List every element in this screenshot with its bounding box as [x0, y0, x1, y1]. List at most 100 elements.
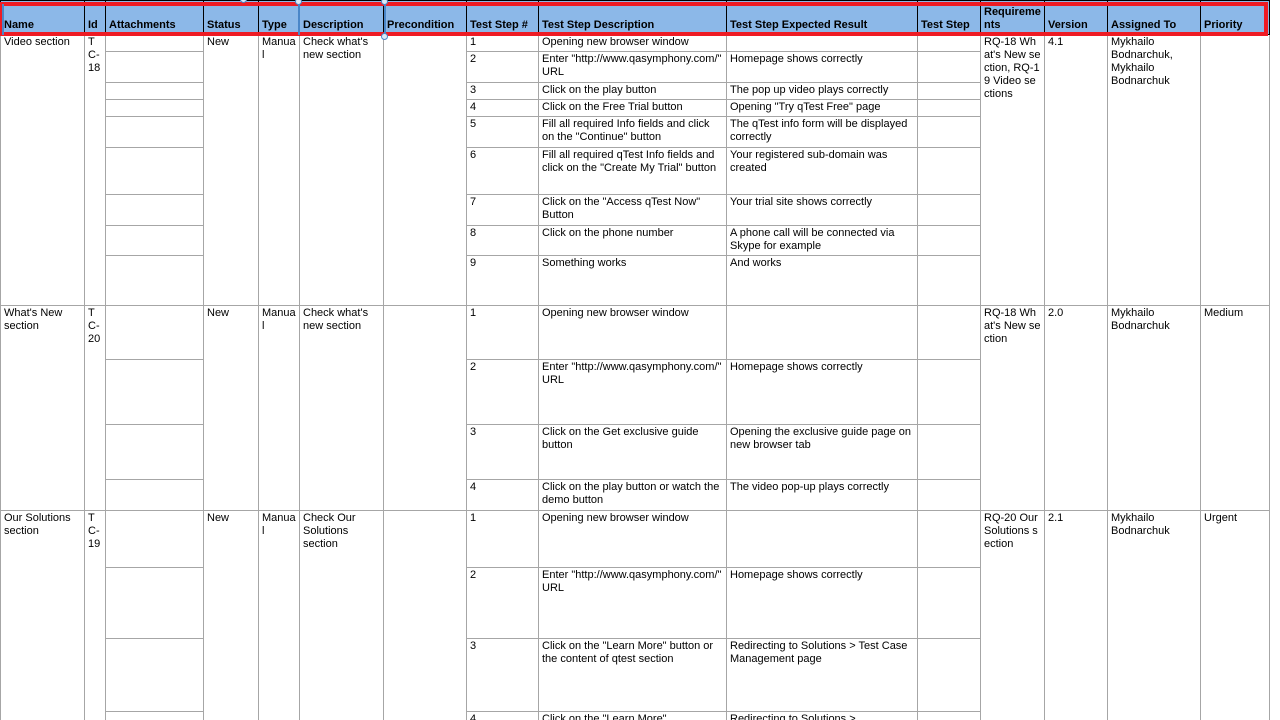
status-cell[interactable]: New — [203, 34, 259, 306]
step-number-cell[interactable]: 4 — [466, 99, 539, 117]
test-step-cell[interactable] — [917, 82, 981, 100]
attachment-cell[interactable] — [105, 116, 204, 148]
test-case-name-cell[interactable]: Our Solutions section — [0, 510, 85, 720]
test-step-cell[interactable] — [917, 194, 981, 226]
test-step-cell[interactable] — [917, 359, 981, 425]
step-description-cell[interactable]: Click on the "Learn More" button or the … — [538, 638, 727, 712]
step-expected-result-cell[interactable]: Your registered sub-domain was created — [726, 147, 918, 195]
test-step-cell[interactable] — [917, 638, 981, 712]
assigned-to-cell[interactable]: Mykhailo Bodnarchuk — [1107, 510, 1201, 720]
step-expected-result-cell[interactable]: Your trial site shows correctly — [726, 194, 918, 226]
description-cell[interactable]: Check what's new section — [299, 305, 384, 511]
column-header-type[interactable]: Type — [258, 0, 300, 35]
test-case-id-cell[interactable]: TC-18 — [84, 34, 106, 306]
step-description-cell[interactable]: Something works — [538, 255, 727, 306]
attachment-cell[interactable] — [105, 225, 204, 256]
step-description-cell[interactable]: Click on the play button or watch the de… — [538, 479, 727, 511]
step-description-cell[interactable]: Opening new browser window — [538, 510, 727, 568]
assigned-to-cell[interactable]: Mykhailo Bodnarchuk, Mykhailo Bodnarchuk — [1107, 34, 1201, 306]
column-header-description[interactable]: Description — [299, 0, 384, 35]
step-expected-result-cell[interactable]: Opening "Try qTest Free" page — [726, 99, 918, 117]
attachment-cell[interactable] — [105, 147, 204, 195]
step-expected-result-cell[interactable]: The pop up video plays correctly — [726, 82, 918, 100]
status-cell[interactable]: New — [203, 510, 259, 720]
step-number-cell[interactable]: 2 — [466, 567, 539, 639]
requirements-cell[interactable]: RQ-18 What's New section, RQ-19 Video se… — [980, 34, 1045, 306]
column-header-test-step-description[interactable]: Test Step Description — [538, 0, 727, 35]
step-number-cell[interactable]: 3 — [466, 82, 539, 100]
step-expected-result-cell[interactable]: Homepage shows correctly — [726, 51, 918, 83]
step-number-cell[interactable]: 9 — [466, 255, 539, 306]
attachment-cell[interactable] — [105, 479, 204, 511]
step-expected-result-cell[interactable] — [726, 510, 918, 568]
column-header-test-step[interactable]: Test Step — [917, 0, 981, 35]
step-number-cell[interactable]: 3 — [466, 424, 539, 480]
column-header-requirements[interactable]: Requirements — [980, 0, 1045, 35]
step-description-cell[interactable]: Click on the Free Trial button — [538, 99, 727, 117]
step-expected-result-cell[interactable]: And works — [726, 255, 918, 306]
step-expected-result-cell[interactable] — [726, 305, 918, 360]
step-number-cell[interactable]: 8 — [466, 225, 539, 256]
test-step-cell[interactable] — [917, 34, 981, 52]
step-description-cell[interactable]: Click on the phone number — [538, 225, 727, 256]
test-step-cell[interactable] — [917, 510, 981, 568]
step-number-cell[interactable]: 4 — [466, 711, 539, 720]
precondition-cell[interactable] — [383, 305, 467, 511]
test-step-cell[interactable] — [917, 305, 981, 360]
step-description-cell[interactable]: Enter "http://www.qasymphony.com/" URL — [538, 51, 727, 83]
attachment-cell[interactable] — [105, 510, 204, 568]
version-cell[interactable]: 2.1 — [1044, 510, 1108, 720]
test-step-cell[interactable] — [917, 147, 981, 195]
step-expected-result-cell[interactable]: Redirecting to Solutions > Test Case Man… — [726, 638, 918, 712]
step-expected-result-cell[interactable]: Homepage shows correctly — [726, 359, 918, 425]
attachment-cell[interactable] — [105, 359, 204, 425]
description-cell[interactable]: Check Our Solutions section — [299, 510, 384, 720]
step-description-cell[interactable]: Fill all required qTest Info fields and … — [538, 147, 727, 195]
step-description-cell[interactable]: Click on the Get exclusive guide button — [538, 424, 727, 480]
column-header-name[interactable]: Name — [0, 0, 85, 35]
step-number-cell[interactable]: 2 — [466, 359, 539, 425]
step-number-cell[interactable]: 7 — [466, 194, 539, 226]
version-cell[interactable]: 2.0 — [1044, 305, 1108, 511]
type-cell[interactable]: Manual — [258, 305, 300, 511]
step-number-cell[interactable]: 1 — [466, 305, 539, 360]
step-description-cell[interactable]: Fill all required Info fields and click … — [538, 116, 727, 148]
test-step-cell[interactable] — [917, 255, 981, 306]
test-case-id-cell[interactable]: TC-19 — [84, 510, 106, 720]
column-header-id[interactable]: Id — [84, 0, 106, 35]
status-cell[interactable]: New — [203, 305, 259, 511]
requirements-cell[interactable]: RQ-18 What's New section — [980, 305, 1045, 511]
step-description-cell[interactable]: Opening new browser window — [538, 305, 727, 360]
attachment-cell[interactable] — [105, 194, 204, 226]
test-step-cell[interactable] — [917, 51, 981, 83]
priority-cell[interactable] — [1200, 34, 1270, 306]
attachment-cell[interactable] — [105, 638, 204, 712]
step-number-cell[interactable]: 4 — [466, 479, 539, 511]
attachment-cell[interactable] — [105, 255, 204, 306]
step-expected-result-cell[interactable]: A phone call will be connected via Skype… — [726, 225, 918, 256]
version-cell[interactable]: 4.1 — [1044, 34, 1108, 306]
step-expected-result-cell[interactable]: The video pop-up plays correctly — [726, 479, 918, 511]
step-number-cell[interactable]: 3 — [466, 638, 539, 712]
attachment-cell[interactable] — [105, 424, 204, 480]
column-header-priority[interactable]: Priority — [1200, 0, 1270, 35]
step-number-cell[interactable]: 2 — [466, 51, 539, 83]
step-number-cell[interactable]: 1 — [466, 34, 539, 52]
step-description-cell[interactable]: Enter "http://www.qasymphony.com/" URL — [538, 567, 727, 639]
test-step-cell[interactable] — [917, 424, 981, 480]
test-case-name-cell[interactable]: Video section — [0, 34, 85, 306]
test-step-cell[interactable] — [917, 99, 981, 117]
step-description-cell[interactable]: Click on the "Learn More" — [538, 711, 727, 720]
step-expected-result-cell[interactable]: The qTest info form will be displayed co… — [726, 116, 918, 148]
attachment-cell[interactable] — [105, 82, 204, 100]
type-cell[interactable]: Manual — [258, 34, 300, 306]
test-case-id-cell[interactable]: TC-20 — [84, 305, 106, 511]
attachment-cell[interactable] — [105, 51, 204, 83]
attachment-cell[interactable] — [105, 99, 204, 117]
test-step-cell[interactable] — [917, 116, 981, 148]
step-description-cell[interactable]: Opening new browser window — [538, 34, 727, 52]
assigned-to-cell[interactable]: Mykhailo Bodnarchuk — [1107, 305, 1201, 511]
step-expected-result-cell[interactable] — [726, 34, 918, 52]
step-expected-result-cell[interactable]: Redirecting to Solutions > — [726, 711, 918, 720]
test-step-cell[interactable] — [917, 479, 981, 511]
